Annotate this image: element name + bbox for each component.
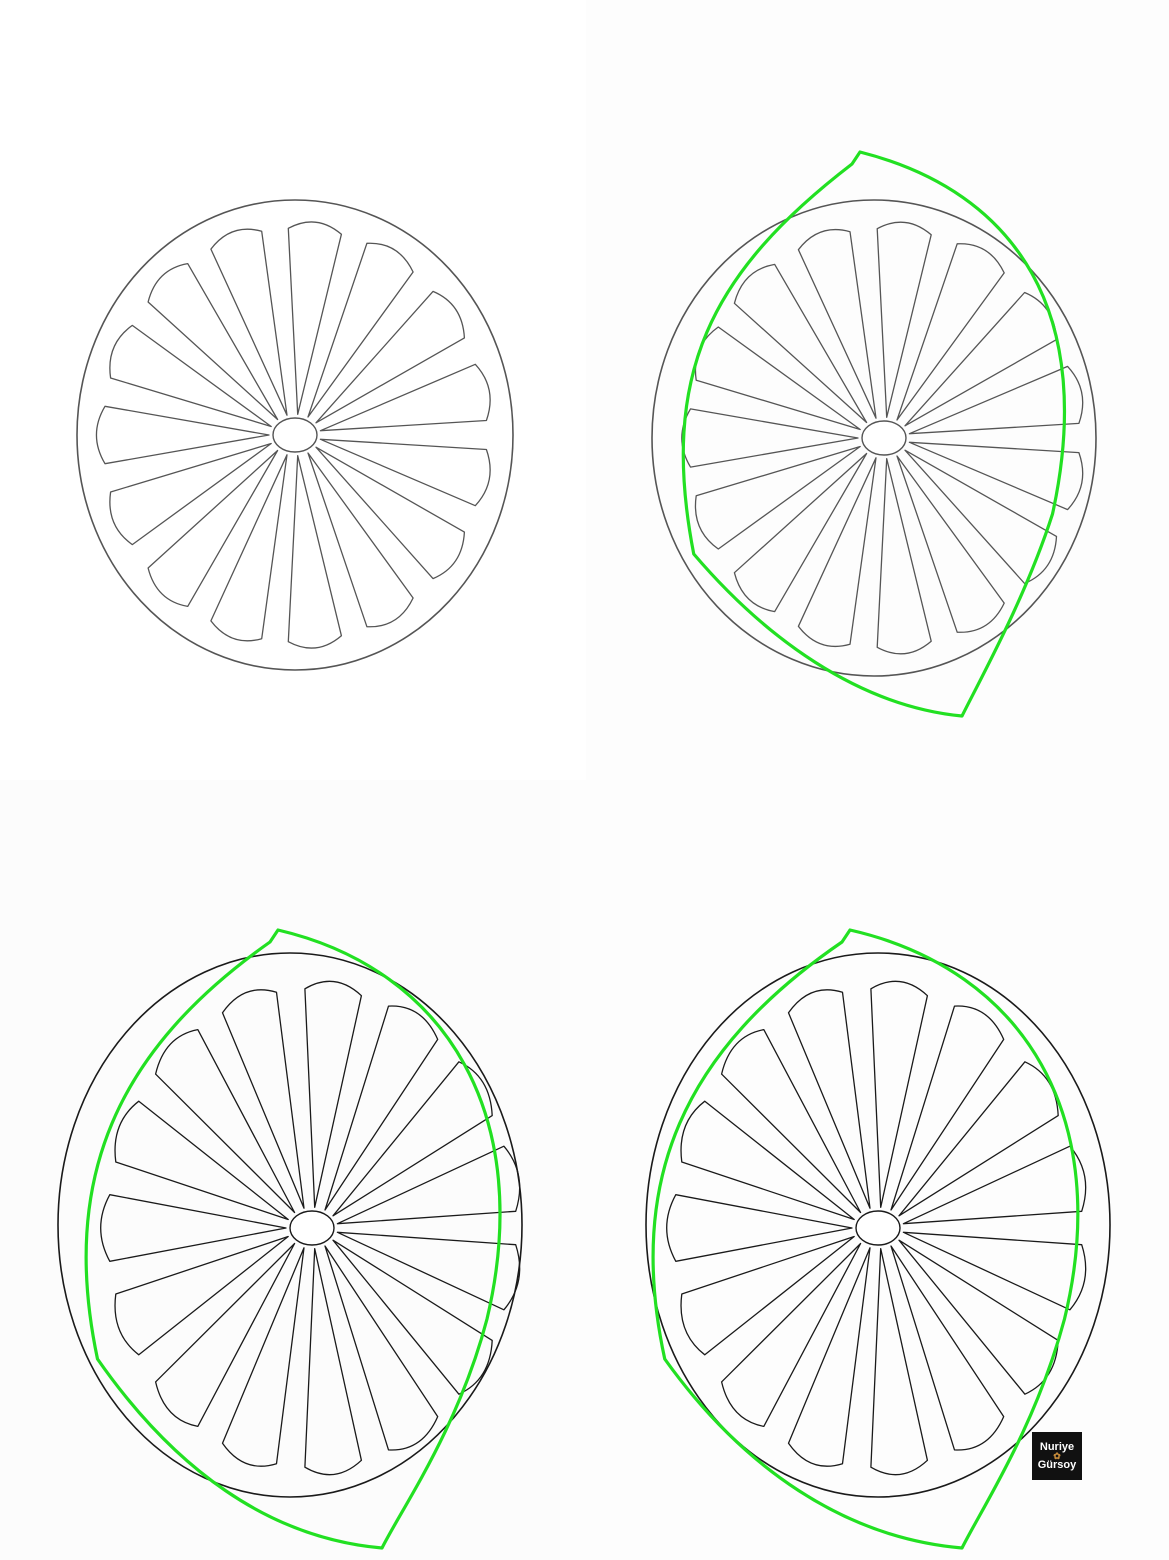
segment-outline bbox=[898, 1061, 1059, 1217]
segment-outline bbox=[680, 1100, 855, 1221]
segment-outline bbox=[908, 365, 1084, 435]
segment-outline bbox=[304, 1248, 363, 1476]
lemon-outline bbox=[651, 928, 1080, 1550]
segment-outline bbox=[797, 228, 877, 419]
segment-outline bbox=[287, 455, 343, 649]
segment-outline bbox=[114, 1235, 289, 1356]
artist-logo: Nuriye ✿ Gürsoy bbox=[1032, 1432, 1082, 1480]
step-1-panel bbox=[0, 0, 580, 772]
segment-outline bbox=[876, 221, 932, 418]
segment-outline bbox=[210, 454, 288, 642]
segment-outline bbox=[319, 438, 491, 507]
segment-outline bbox=[332, 1061, 493, 1217]
segment-outline bbox=[114, 1100, 289, 1221]
segment-outline bbox=[95, 405, 270, 465]
segment-outline bbox=[315, 290, 466, 424]
step-3-slice-drawing bbox=[57, 928, 523, 1550]
logo-first-name: Nuriye bbox=[1039, 1440, 1075, 1453]
step-3-panel bbox=[0, 780, 560, 1560]
segment-outline bbox=[896, 243, 1005, 421]
segment-outline bbox=[336, 1231, 521, 1311]
segment-outline bbox=[720, 1242, 862, 1428]
segment-outline bbox=[307, 242, 414, 418]
segment-outline bbox=[908, 441, 1084, 511]
segment-outline bbox=[315, 446, 466, 580]
segment-outline bbox=[100, 1194, 287, 1262]
segment-outline bbox=[147, 449, 279, 608]
pith-center bbox=[861, 420, 907, 456]
step-4-panel bbox=[560, 780, 1169, 1560]
segment-outline bbox=[870, 1248, 929, 1476]
segment-outline bbox=[109, 442, 272, 546]
step-2-panel bbox=[586, 0, 1169, 780]
rind-outline bbox=[57, 952, 523, 1498]
segment-outline bbox=[221, 1247, 305, 1467]
step-2-slice-drawing bbox=[651, 150, 1097, 718]
segment-outline bbox=[733, 263, 868, 424]
segment-outline bbox=[890, 1245, 1005, 1451]
segment-outline bbox=[324, 1005, 439, 1211]
segment-outline bbox=[304, 980, 363, 1208]
segment-outline bbox=[287, 221, 343, 415]
segment-outline bbox=[720, 1028, 862, 1214]
lemon-outline bbox=[84, 928, 502, 1550]
segment-outline bbox=[307, 452, 414, 628]
segment-outline bbox=[876, 458, 932, 655]
segment-outline bbox=[336, 1145, 521, 1225]
segment-outline bbox=[109, 324, 272, 428]
segment-outline bbox=[870, 980, 929, 1208]
lemon-outline bbox=[681, 150, 1067, 718]
segment-outline bbox=[680, 1235, 855, 1356]
segment-outline bbox=[896, 455, 1005, 633]
step-4-slice-drawing bbox=[645, 928, 1111, 1550]
segment-outline bbox=[902, 1231, 1087, 1311]
segment-outline bbox=[902, 1145, 1087, 1225]
segment-outline bbox=[332, 1239, 493, 1395]
segment-outline bbox=[733, 452, 868, 613]
pith-center bbox=[272, 417, 318, 453]
segment-outline bbox=[890, 1005, 1005, 1211]
segment-outline bbox=[904, 291, 1058, 427]
segment-outline bbox=[221, 989, 305, 1209]
segment-outline bbox=[210, 228, 288, 416]
segment-outline bbox=[694, 445, 861, 550]
segment-outline bbox=[797, 457, 877, 648]
segment-outline bbox=[898, 1239, 1059, 1395]
segment-outline bbox=[154, 1028, 296, 1214]
rind-outline bbox=[645, 952, 1111, 1498]
segment-outline bbox=[787, 989, 871, 1209]
segment-outline bbox=[681, 408, 859, 468]
segment-outline bbox=[324, 1245, 439, 1451]
step-1-slice-drawing bbox=[76, 199, 514, 671]
pith-center bbox=[855, 1210, 901, 1246]
logo-ornament-icon: ✿ bbox=[1053, 1450, 1061, 1461]
rind-outline bbox=[76, 199, 514, 671]
segment-outline bbox=[666, 1194, 853, 1262]
segment-outline bbox=[154, 1242, 296, 1428]
segment-outline bbox=[147, 262, 279, 421]
segment-outline bbox=[319, 363, 491, 432]
segment-outline bbox=[787, 1247, 871, 1467]
pith-center bbox=[289, 1210, 335, 1246]
logo-last-name: Gürsoy bbox=[1037, 1458, 1077, 1471]
rind-outline bbox=[651, 199, 1097, 677]
